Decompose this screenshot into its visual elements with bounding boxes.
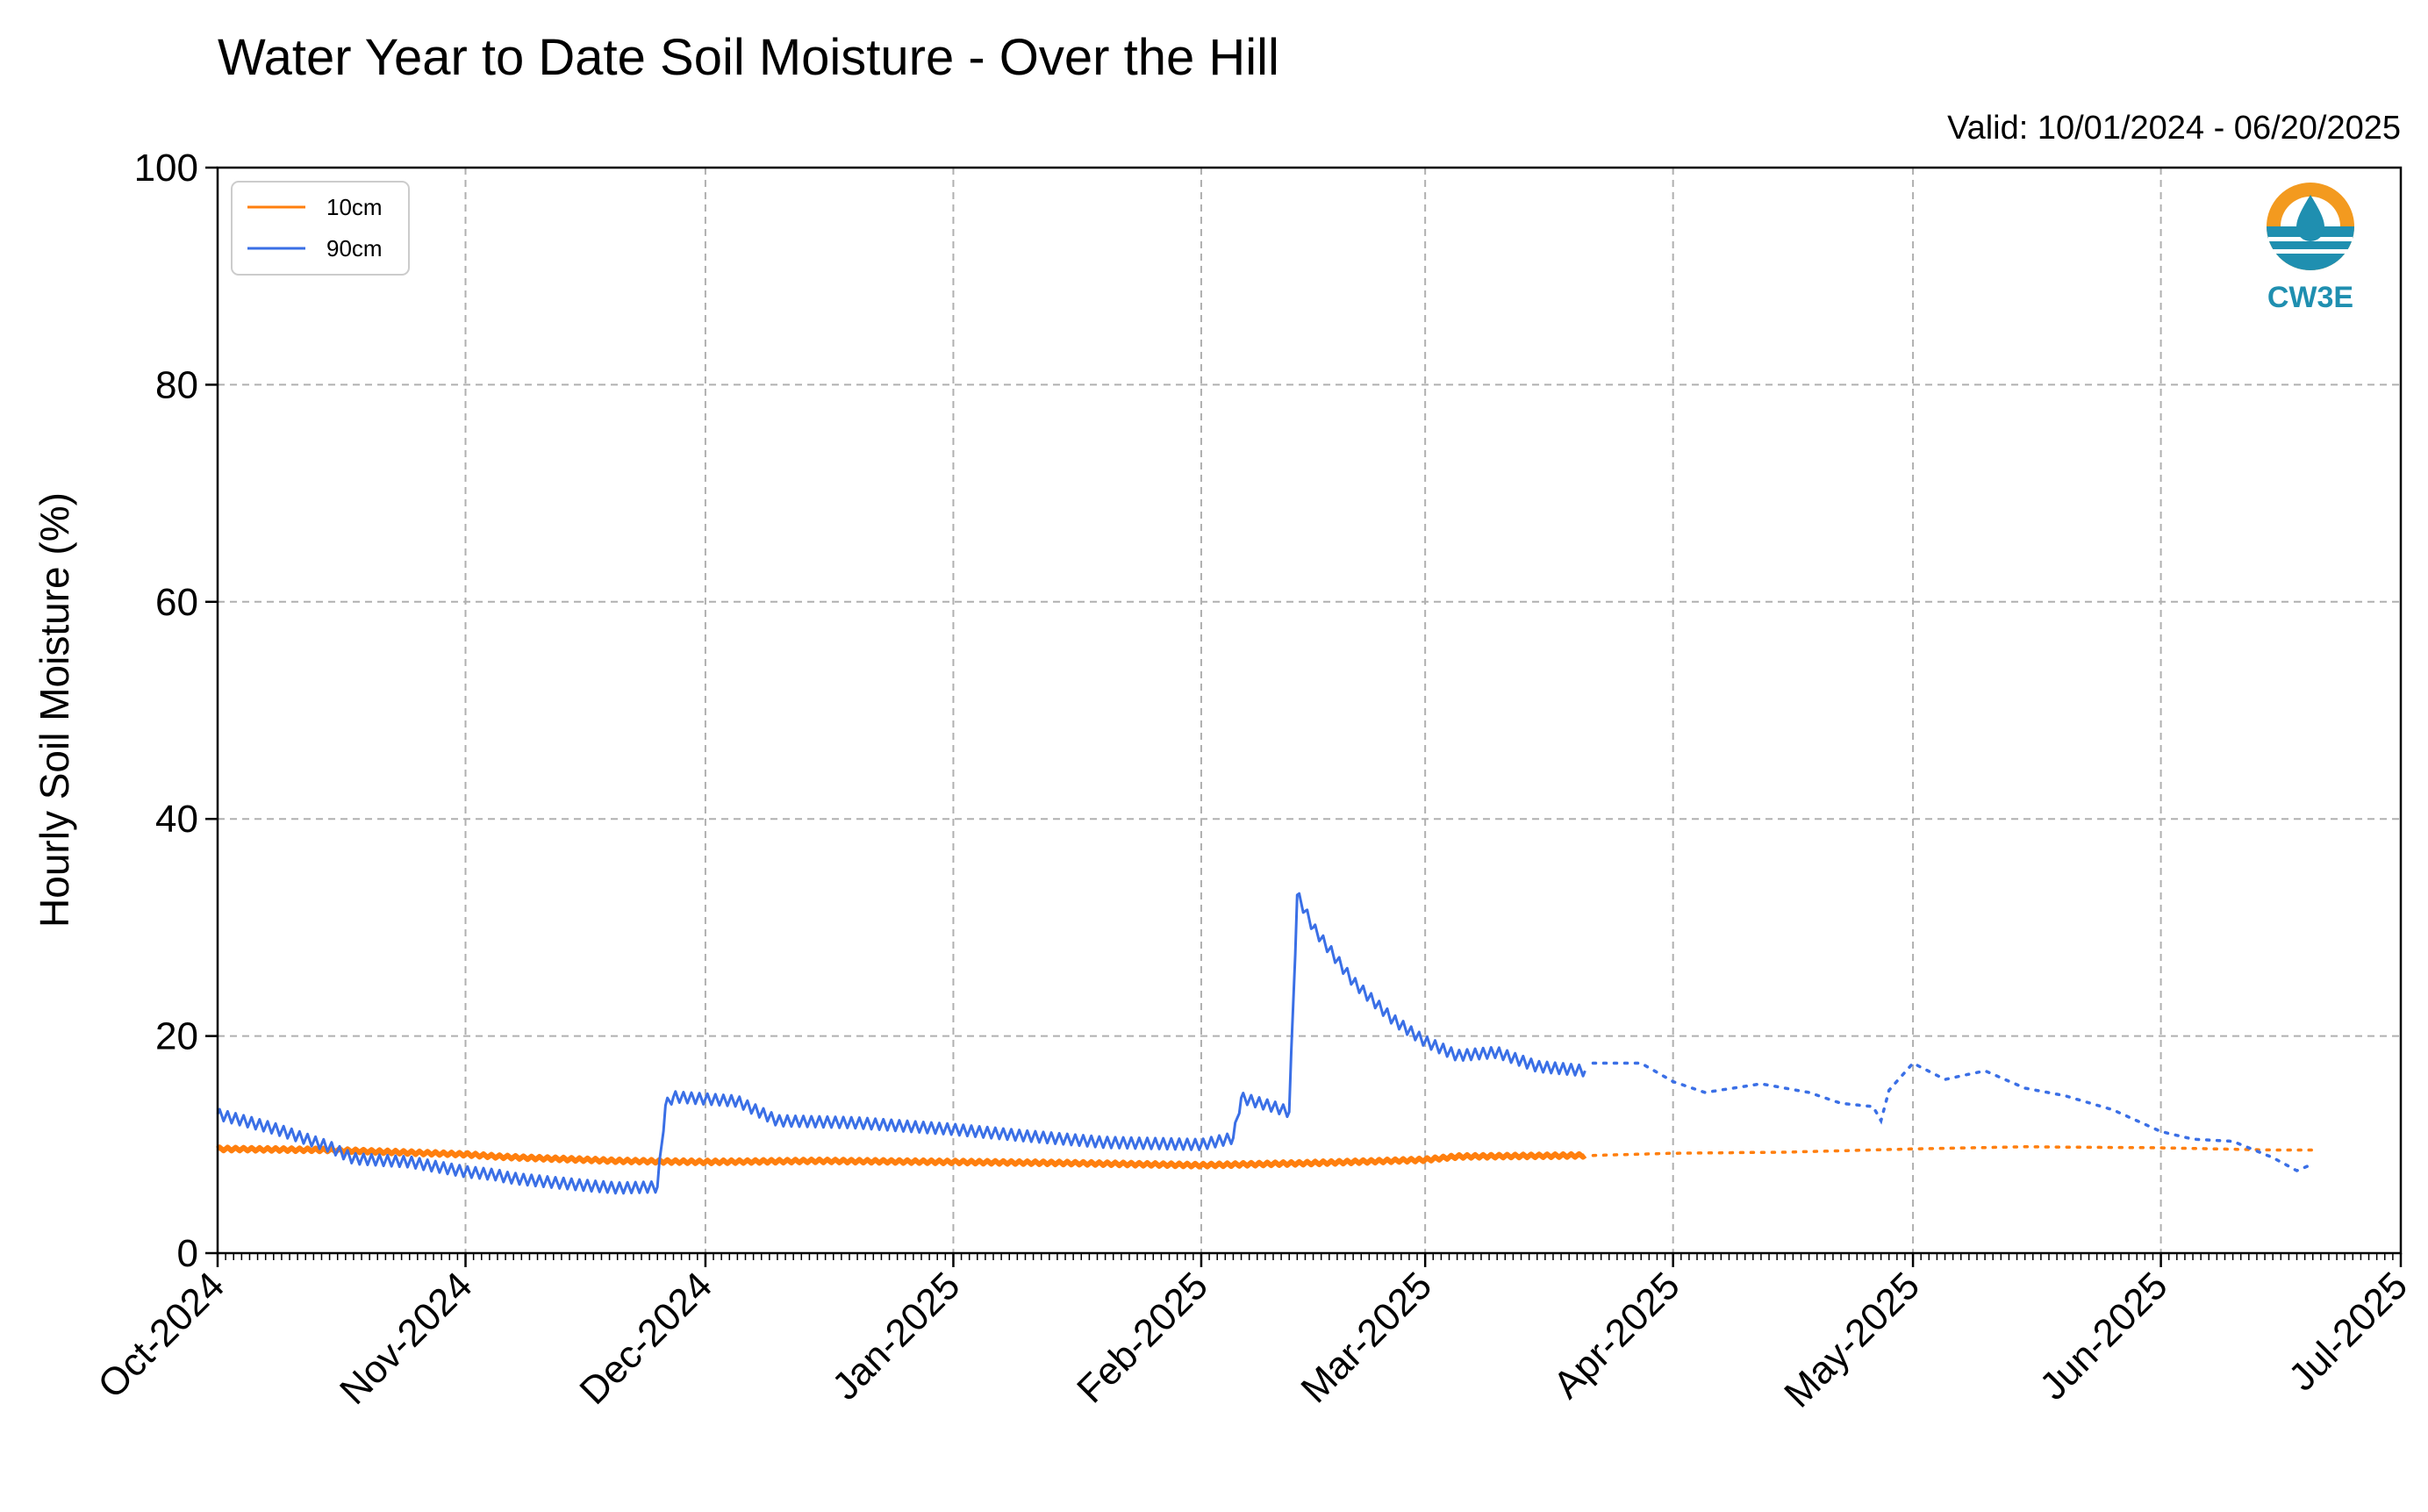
- legend-label-90cm: 90cm: [326, 235, 383, 262]
- y-tick-label: 60: [155, 581, 198, 624]
- legend-label-10cm: 10cm: [326, 194, 383, 220]
- chart-subtitle: Valid: 10/01/2024 - 06/20/2025: [1947, 110, 2401, 147]
- x-tick-label: Nov-2024: [332, 1264, 481, 1413]
- y-tick-label: 80: [155, 363, 198, 406]
- chart-title: Water Year to Date Soil Moisture - Over …: [218, 29, 1279, 86]
- y-axis-label: Hourly Soil Moisture (%): [32, 492, 77, 928]
- logo-wave-2: [2273, 249, 2348, 254]
- droplet-icon: [2296, 195, 2324, 241]
- x-tick-label: Feb-2025: [1069, 1264, 1216, 1411]
- plot-frame: [216, 166, 2403, 1255]
- y-tick-label: 20: [155, 1015, 198, 1058]
- y-tick-label: 0: [177, 1232, 198, 1275]
- y-tick-label: 40: [155, 798, 198, 841]
- legend: 10cm 90cm: [231, 181, 410, 276]
- axis-ticks: [205, 166, 2403, 1267]
- series-line-10cm: [216, 1144, 1587, 1170]
- y-tick-label: 100: [134, 147, 198, 190]
- x-tick-label: Mar-2025: [1293, 1264, 1440, 1411]
- series-line-90cm: [216, 892, 1586, 1195]
- series-line-sparse-90cm: [1591, 1061, 2315, 1172]
- logo-text: CW3E: [2267, 281, 2353, 314]
- x-tick-label: Apr-2025: [1545, 1264, 1688, 1407]
- x-tick-label: May-2025: [1776, 1264, 1928, 1415]
- tick-labels: 0 20 40 60 80 100 Oct-2024 Nov-2024 Dec-2024 Jan-…: [90, 147, 2416, 1415]
- grid: [218, 168, 2401, 1253]
- series-line-sparse-10cm: [1591, 1145, 2315, 1157]
- x-tick-label: Jul-2025: [2281, 1264, 2416, 1399]
- x-tick-label: Jan-2025: [824, 1264, 968, 1408]
- legend-box: [231, 181, 410, 276]
- x-tick-label: Dec-2024: [571, 1264, 720, 1413]
- x-tick-label: Jun-2025: [2031, 1264, 2175, 1408]
- series-layer: [216, 892, 2315, 1195]
- x-tick-label: Oct-2024: [90, 1264, 233, 1407]
- cw3e-logo: CW3E: [2267, 183, 2354, 314]
